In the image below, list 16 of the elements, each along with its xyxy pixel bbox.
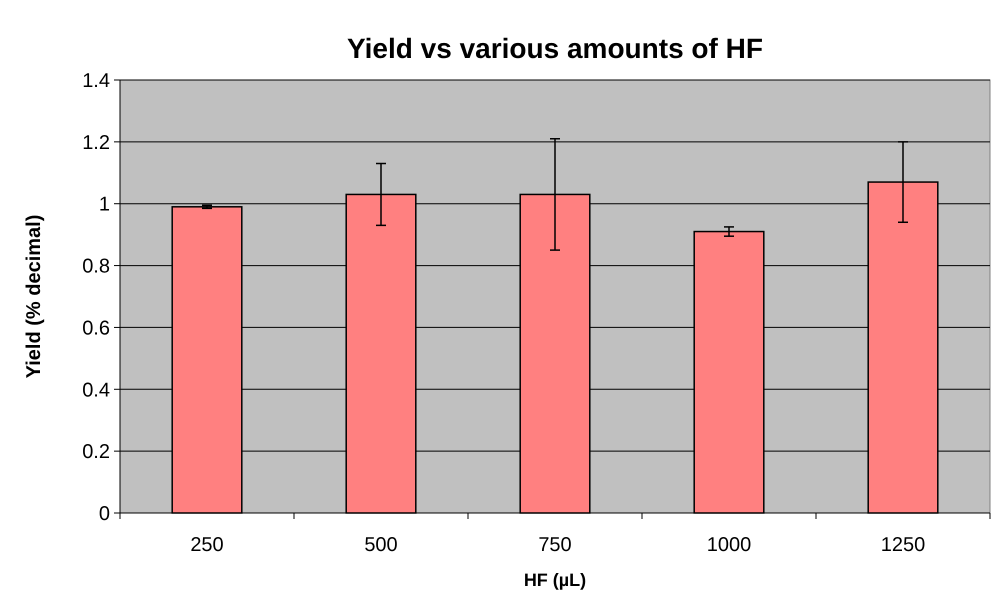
y-tick-label: 0.2 xyxy=(82,441,110,464)
y-axis-title: Yield (% decimal) xyxy=(23,214,45,378)
chart-title: Yield vs various amounts of HF xyxy=(347,33,763,64)
x-axis-title: HF (µL) xyxy=(524,570,586,590)
y-tick-label: 0 xyxy=(98,503,110,525)
y-tick-label: 0.6 xyxy=(82,317,110,340)
x-tick-label: 500 xyxy=(364,534,398,556)
y-tick-label: 1.4 xyxy=(82,70,110,92)
x-tick-label: 1250 xyxy=(880,534,926,556)
y-tick-label: 1 xyxy=(98,194,110,216)
x-tick-label: 750 xyxy=(538,534,572,556)
x-tick-label: 1000 xyxy=(706,534,752,556)
y-tick-label: 1.2 xyxy=(82,132,110,154)
y-tick-label: 0.4 xyxy=(82,379,110,402)
x-tick-label: 250 xyxy=(190,534,224,556)
y-tick-label: 0.8 xyxy=(82,256,110,278)
